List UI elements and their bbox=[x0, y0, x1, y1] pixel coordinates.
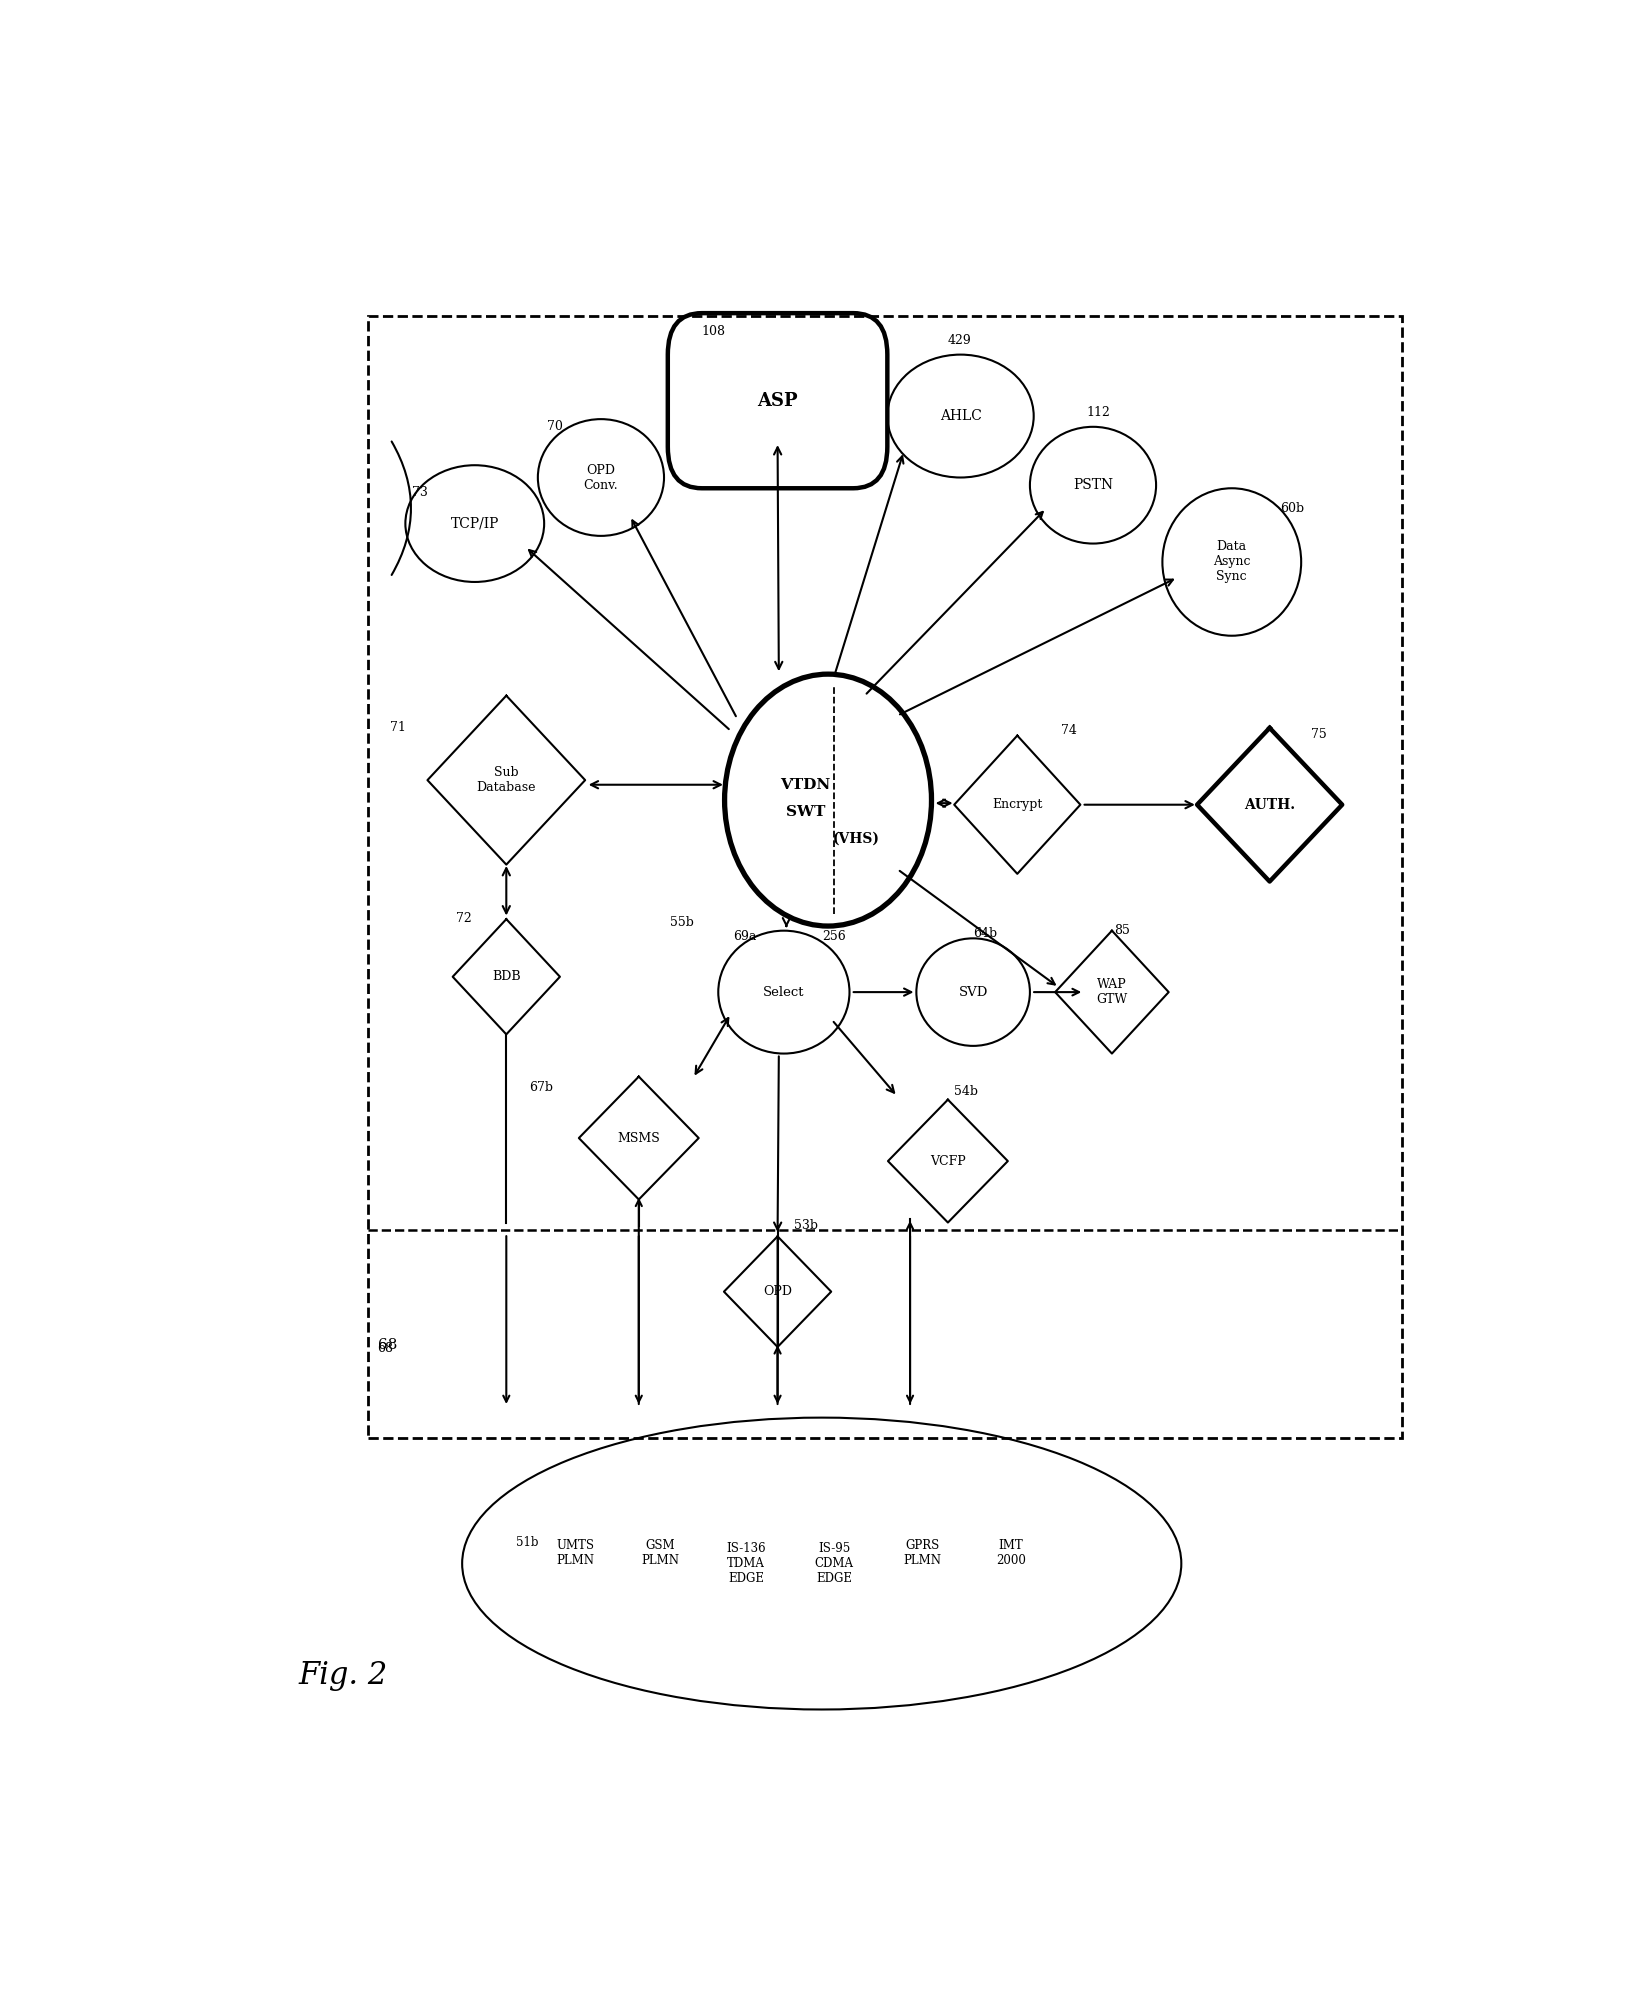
Text: 69a: 69a bbox=[733, 930, 757, 944]
Text: IS-95
CDMA
EDGE: IS-95 CDMA EDGE bbox=[816, 1542, 853, 1586]
Text: AHLC: AHLC bbox=[939, 409, 982, 423]
Text: VCFP: VCFP bbox=[930, 1155, 965, 1167]
Text: OPD
Conv.: OPD Conv. bbox=[583, 463, 619, 491]
Text: 72: 72 bbox=[456, 912, 472, 926]
Text: SWT: SWT bbox=[786, 806, 825, 820]
Text: MSMS: MSMS bbox=[617, 1131, 661, 1145]
Text: 75: 75 bbox=[1311, 728, 1327, 740]
Text: UMTS
PLMN: UMTS PLMN bbox=[557, 1538, 594, 1566]
Text: 85: 85 bbox=[1115, 924, 1130, 938]
Text: 67b: 67b bbox=[529, 1081, 554, 1093]
Text: IS-136
TDMA
EDGE: IS-136 TDMA EDGE bbox=[726, 1542, 765, 1586]
Text: Sub
Database: Sub Database bbox=[477, 766, 536, 794]
Text: BDB: BDB bbox=[492, 970, 521, 984]
Text: 73: 73 bbox=[412, 487, 428, 499]
Text: 70: 70 bbox=[547, 421, 563, 433]
Text: ASP: ASP bbox=[757, 391, 798, 409]
Text: 108: 108 bbox=[702, 325, 726, 337]
Text: Data
Async
Sync: Data Async Sync bbox=[1213, 541, 1250, 583]
Text: GSM
PLMN: GSM PLMN bbox=[641, 1538, 679, 1566]
Text: IMT
2000: IMT 2000 bbox=[996, 1538, 1026, 1566]
Bar bbox=[368, 317, 1402, 1438]
Text: 68: 68 bbox=[378, 1337, 397, 1351]
Text: 74: 74 bbox=[1061, 724, 1078, 738]
Text: PSTN: PSTN bbox=[1073, 479, 1114, 493]
Text: 53b: 53b bbox=[794, 1219, 817, 1233]
Text: 112: 112 bbox=[1088, 407, 1110, 419]
Text: GPRS
PLMN: GPRS PLMN bbox=[904, 1538, 941, 1566]
Text: (VHS): (VHS) bbox=[832, 832, 879, 846]
Text: VTDN: VTDN bbox=[780, 778, 830, 792]
Text: Fig. 2: Fig. 2 bbox=[298, 1660, 387, 1692]
Text: AUTH.: AUTH. bbox=[1244, 798, 1296, 812]
Text: Select: Select bbox=[764, 986, 804, 999]
Text: 51b: 51b bbox=[516, 1536, 539, 1548]
Text: 429: 429 bbox=[947, 335, 972, 347]
Text: Encrypt: Encrypt bbox=[991, 798, 1042, 812]
Text: SVD: SVD bbox=[959, 986, 988, 999]
Text: 68: 68 bbox=[378, 1343, 394, 1355]
Text: 256: 256 bbox=[822, 930, 845, 944]
Text: 54b: 54b bbox=[954, 1085, 978, 1099]
Text: 55b: 55b bbox=[671, 916, 694, 930]
Text: WAP
GTW: WAP GTW bbox=[1096, 978, 1128, 1005]
Text: TCP/IP: TCP/IP bbox=[451, 517, 498, 531]
Text: 64b: 64b bbox=[974, 928, 998, 940]
Text: 60b: 60b bbox=[1280, 501, 1304, 515]
Text: OPD: OPD bbox=[764, 1285, 793, 1299]
Text: 71: 71 bbox=[391, 722, 405, 734]
